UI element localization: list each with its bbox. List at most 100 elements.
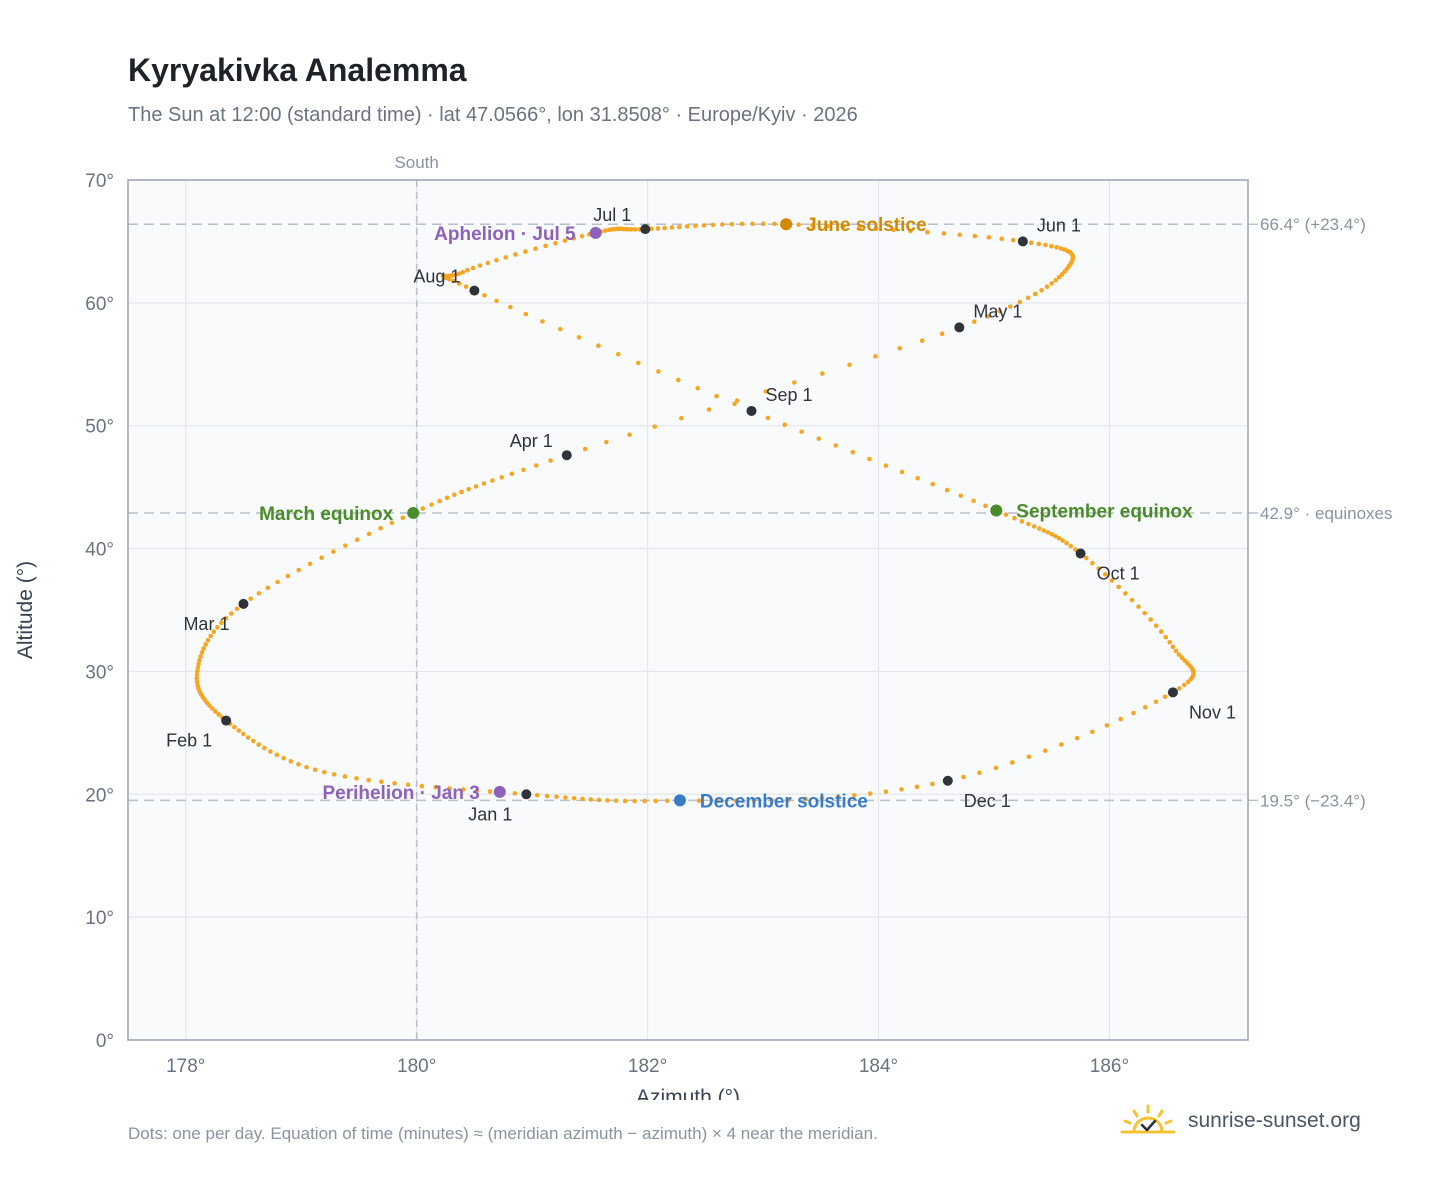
daily-sun-dot bbox=[606, 227, 612, 233]
event-label: Perihelion · Jan 3 bbox=[322, 783, 479, 804]
daily-sun-dot bbox=[1010, 760, 1015, 765]
footnote: Dots: one per day. Equation of time (min… bbox=[128, 1124, 878, 1143]
daily-sun-dot bbox=[256, 742, 261, 747]
daily-sun-dot bbox=[1185, 679, 1191, 685]
daily-sun-dot bbox=[971, 319, 977, 324]
daily-sun-dot bbox=[1060, 538, 1065, 543]
daily-sun-dot bbox=[1049, 243, 1054, 249]
daily-sun-dot bbox=[914, 784, 920, 790]
daily-sun-dot bbox=[1041, 528, 1047, 533]
daily-sun-dot bbox=[245, 735, 251, 740]
daily-sun-dot bbox=[354, 776, 359, 781]
daily-sun-dot bbox=[997, 308, 1002, 314]
daily-sun-dot bbox=[563, 795, 568, 800]
daily-sun-dot bbox=[219, 620, 224, 626]
daily-sun-dot bbox=[684, 224, 690, 229]
month-marker bbox=[942, 775, 953, 786]
daily-sun-dot bbox=[296, 761, 301, 767]
daily-sun-dot bbox=[732, 401, 737, 407]
y-tick-label: 70° bbox=[85, 171, 114, 192]
chart-subtitle: The Sun at 12:00 (standard time) · lat 4… bbox=[128, 104, 858, 126]
daily-sun-dot bbox=[1068, 543, 1074, 549]
daily-sun-dot bbox=[540, 319, 545, 324]
daily-sun-dot bbox=[850, 450, 856, 455]
daily-sun-dot bbox=[1062, 247, 1067, 252]
daily-sun-dot bbox=[1044, 284, 1050, 290]
daily-sun-dot bbox=[1003, 512, 1009, 517]
daily-sun-dot bbox=[803, 796, 808, 802]
daily-sun-dot bbox=[433, 785, 439, 790]
daily-sun-dot bbox=[194, 669, 200, 674]
daily-sun-dot bbox=[251, 738, 256, 744]
event-label: December solstice bbox=[700, 791, 868, 812]
daily-sun-dot bbox=[655, 226, 661, 231]
daily-sun-dot bbox=[930, 481, 936, 487]
reference-line-label: 66.4° (+23.4°) bbox=[1260, 215, 1366, 234]
daily-sun-dot bbox=[234, 606, 240, 612]
daily-sun-dot bbox=[523, 249, 528, 254]
daily-sun-dot bbox=[1053, 277, 1059, 283]
daily-sun-dot bbox=[1025, 295, 1031, 301]
daily-sun-dot bbox=[509, 471, 515, 477]
daily-sun-dot bbox=[1074, 735, 1080, 741]
daily-sun-dot bbox=[693, 223, 698, 229]
reference-line-label: 42.9° · equinoxes bbox=[1260, 504, 1393, 523]
event-label: March equinox bbox=[259, 504, 394, 525]
x-tick-label: 180° bbox=[397, 1056, 436, 1077]
daily-sun-dot bbox=[459, 489, 464, 495]
daily-sun-dot bbox=[971, 498, 976, 504]
x-tick-label: 182° bbox=[628, 1056, 667, 1077]
daily-sun-dot bbox=[262, 745, 267, 751]
daily-sun-dot bbox=[734, 398, 740, 403]
daily-sun-dot bbox=[810, 222, 815, 228]
daily-sun-dot bbox=[543, 243, 548, 249]
daily-sun-dot bbox=[1148, 617, 1153, 622]
daily-sun-dot bbox=[205, 637, 211, 643]
daily-sun-dot bbox=[405, 782, 411, 788]
daily-sun-dot bbox=[958, 493, 964, 498]
daily-sun-dot bbox=[1167, 639, 1172, 645]
month-marker-label: Sep 1 bbox=[766, 385, 813, 405]
brand[interactable]: sunrise-sunset.org bbox=[1120, 1104, 1361, 1138]
daily-sun-dot bbox=[228, 611, 234, 616]
daily-sun-dot bbox=[596, 797, 602, 803]
month-marker-label: Jan 1 bbox=[468, 804, 512, 824]
daily-sun-dot bbox=[819, 795, 825, 801]
plot-frame bbox=[127, 179, 1249, 1041]
daily-sun-dot bbox=[211, 629, 217, 635]
daily-sun-dot bbox=[1096, 566, 1102, 571]
daily-sun-dot bbox=[605, 798, 610, 803]
daily-sun-dot bbox=[444, 495, 450, 501]
daily-sun-dot bbox=[1031, 524, 1037, 529]
daily-sun-dot bbox=[534, 792, 540, 798]
daily-sun-dot bbox=[852, 792, 857, 798]
plot-background bbox=[128, 180, 1248, 1040]
month-marker-label: Oct 1 bbox=[1097, 563, 1140, 583]
daily-sun-dot bbox=[883, 789, 889, 794]
daily-sun-dot bbox=[588, 797, 594, 802]
daily-sun-dot bbox=[456, 281, 462, 286]
daily-sun-dot bbox=[482, 293, 487, 298]
daily-sun-dot bbox=[1058, 246, 1064, 251]
daily-sun-dot bbox=[796, 222, 801, 227]
daily-sun-dot bbox=[512, 791, 518, 796]
daily-sun-dot bbox=[999, 236, 1005, 242]
event-marker bbox=[407, 506, 420, 519]
daily-sun-dot bbox=[331, 549, 336, 554]
daily-sun-dot bbox=[1033, 291, 1038, 297]
daily-sun-dot bbox=[799, 429, 804, 435]
daily-sun-dot bbox=[899, 469, 905, 475]
daily-sun-dot bbox=[706, 407, 712, 412]
month-marker bbox=[1075, 548, 1086, 559]
daily-sun-dot bbox=[944, 487, 950, 493]
daily-sun-dot bbox=[632, 798, 637, 804]
daily-sun-dot bbox=[653, 798, 658, 804]
daily-sun-dot bbox=[490, 478, 495, 483]
daily-sun-dot bbox=[908, 228, 913, 234]
daily-sun-dot bbox=[622, 798, 628, 804]
daily-sun-dot bbox=[366, 531, 372, 537]
daily-sun-dot bbox=[1008, 304, 1013, 309]
daily-sun-dot bbox=[1043, 242, 1048, 248]
chart-title: Kyryakivka Analemma bbox=[128, 52, 467, 88]
daily-sun-dot bbox=[1118, 716, 1123, 722]
